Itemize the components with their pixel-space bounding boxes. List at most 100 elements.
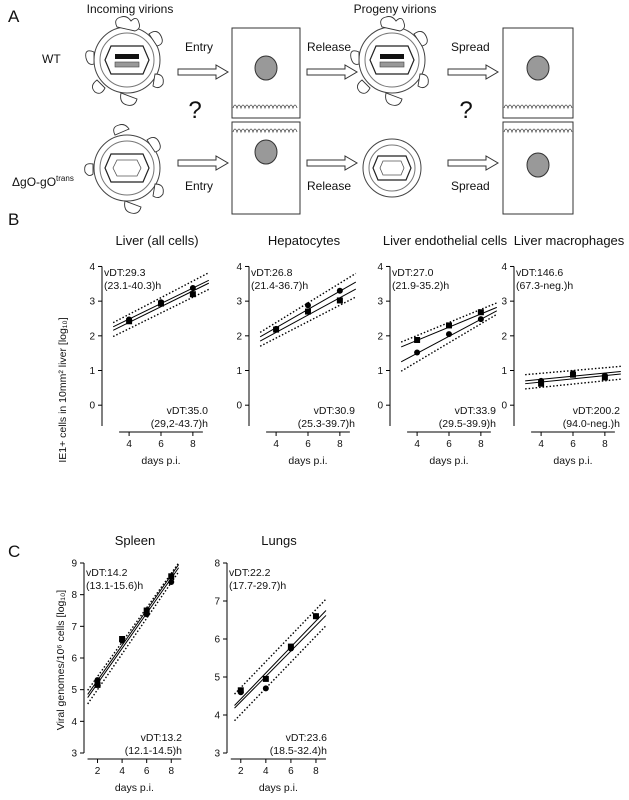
y-tick-label: 1 bbox=[501, 366, 507, 377]
y-tick-label: 1 bbox=[89, 366, 95, 377]
arrow-release-mutant bbox=[306, 155, 358, 171]
release-label-mutant: Release bbox=[307, 179, 351, 193]
panel-b-ylabel: IE1+ cells in 10mm² liver [log₁₀] bbox=[57, 317, 69, 462]
y-tick-label: 2 bbox=[501, 331, 507, 342]
annotation-bottom: vDT:33.9 bbox=[455, 405, 497, 417]
annotation-top: (21.9-35.2)h bbox=[392, 280, 449, 292]
chart-5: Spleen 3 4 5 6 7 8 9 2 4 6 8 days p.i. vDT:14.2(13.1-… bbox=[71, 533, 182, 794]
x-tick-label: 4 bbox=[263, 766, 269, 777]
chart-title: Hepatocytes bbox=[268, 233, 341, 248]
mutant-incoming-virion-icon bbox=[84, 124, 164, 214]
data-point-circle bbox=[262, 685, 269, 692]
release-label-wt: Release bbox=[307, 40, 351, 54]
x-axis-label: days p.i. bbox=[141, 455, 180, 467]
question-mark-left: ? bbox=[188, 97, 201, 124]
y-tick-label: 5 bbox=[71, 685, 77, 696]
regression-line bbox=[234, 615, 327, 709]
x-tick-label: 4 bbox=[273, 439, 279, 450]
y-tick-label: 2 bbox=[236, 331, 242, 342]
y-tick-label: 7 bbox=[214, 597, 220, 608]
data-point-square bbox=[414, 336, 421, 343]
incoming-virions-label: Incoming virions bbox=[87, 2, 174, 16]
chart-6: Lungs 3 4 5 6 7 8 2 4 6 8 days p.i. vDT:22.2(17.7-29… bbox=[214, 533, 327, 794]
x-tick-label: 6 bbox=[570, 439, 576, 450]
confidence-band-line bbox=[112, 288, 210, 338]
x-tick-label: 6 bbox=[158, 439, 164, 450]
x-axis-label: days p.i. bbox=[288, 455, 327, 467]
data-point-square bbox=[94, 681, 101, 688]
y-tick-label: 2 bbox=[377, 331, 383, 342]
x-tick-label: 6 bbox=[305, 439, 311, 450]
annotation-bottom: (29,2-43.7)h bbox=[151, 418, 208, 430]
y-tick-label: 3 bbox=[89, 297, 95, 308]
annotation-top: vDT:27.0 bbox=[392, 267, 434, 279]
data-point-square bbox=[126, 318, 133, 325]
data-point-circle bbox=[477, 316, 484, 323]
annotation-top: vDT:26.8 bbox=[251, 267, 293, 279]
arrow-spread-mutant bbox=[447, 155, 499, 171]
x-axis-label: days p.i. bbox=[553, 455, 592, 467]
chart-title: Liver (all cells) bbox=[115, 233, 198, 248]
panel-a-label: A bbox=[8, 7, 20, 26]
data-point-square bbox=[237, 687, 244, 694]
spread-label-wt: Spread bbox=[451, 40, 490, 54]
y-tick-label: 3 bbox=[214, 749, 220, 760]
regression-line bbox=[234, 610, 327, 706]
spread-label-mutant: Spread bbox=[451, 179, 490, 193]
annotation-top: vDT:146.6 bbox=[516, 267, 563, 279]
data-point-square bbox=[569, 371, 576, 378]
y-tick-label: 7 bbox=[71, 622, 77, 633]
arrow-spread-wt bbox=[447, 64, 499, 80]
annotation-bottom: (29.5-39.9)h bbox=[439, 418, 496, 430]
annotation-bottom: (12.1-14.5)h bbox=[125, 745, 182, 757]
y-tick-label: 1 bbox=[377, 366, 383, 377]
confidence-band-line bbox=[87, 571, 180, 705]
data-point-square bbox=[168, 573, 175, 580]
chart-title: Liver macrophages bbox=[514, 233, 625, 248]
panel-c-ylabel: Viral genomes/10⁶ cells [log₁₀] bbox=[55, 590, 67, 731]
y-tick-label: 3 bbox=[71, 749, 77, 760]
data-point-square bbox=[304, 308, 311, 315]
data-point-circle bbox=[189, 284, 196, 291]
data-point-square bbox=[477, 309, 484, 316]
chart-2: Hepatocytes 0 1 2 3 4 4 6 8 days p.i. vDT:26.8(21.… bbox=[236, 233, 357, 467]
y-tick-label: 8 bbox=[214, 559, 220, 570]
x-tick-label: 4 bbox=[538, 439, 544, 450]
annotation-top: vDT:14.2 bbox=[86, 567, 128, 579]
annotation-bottom: (94.0-neg.)h bbox=[563, 418, 620, 430]
wt-progeny-virion-icon bbox=[350, 16, 429, 106]
chart-title: Lungs bbox=[261, 533, 297, 548]
progeny-virions-label: Progeny virions bbox=[354, 2, 437, 16]
confidence-band-line bbox=[234, 625, 327, 722]
x-tick-label: 2 bbox=[95, 766, 101, 777]
cell-wt-infected bbox=[231, 27, 301, 119]
x-tick-label: 2 bbox=[238, 766, 244, 777]
data-point-circle bbox=[168, 579, 175, 585]
annotation-bottom: vDT:23.6 bbox=[286, 732, 328, 744]
x-tick-label: 8 bbox=[168, 766, 174, 777]
x-tick-label: 4 bbox=[414, 439, 420, 450]
y-tick-label: 2 bbox=[89, 331, 95, 342]
x-tick-label: 8 bbox=[602, 439, 608, 450]
cell-mutant-neighbour bbox=[502, 121, 574, 215]
data-point-square bbox=[538, 380, 545, 387]
x-tick-label: 6 bbox=[288, 766, 294, 777]
x-tick-label: 4 bbox=[126, 439, 132, 450]
annotation-top: (17.7-29.7)h bbox=[229, 580, 286, 592]
y-tick-label: 0 bbox=[501, 401, 507, 412]
charts: Liver (all cells) 0 1 2 3 4 4 6 8 days p.i. vDT:29… bbox=[71, 233, 624, 794]
data-point-square bbox=[312, 613, 319, 620]
wt-incoming-virion-icon bbox=[85, 16, 164, 106]
panel-a: A Incoming virions Progeny virions WT Δg… bbox=[8, 2, 574, 215]
data-point-circle bbox=[304, 302, 311, 309]
cell-wt-neighbour bbox=[502, 27, 574, 119]
wt-label: WT bbox=[42, 52, 61, 66]
confidence-band-line bbox=[259, 296, 357, 347]
panel-c-label: C bbox=[8, 542, 20, 561]
y-tick-label: 9 bbox=[71, 559, 77, 570]
chart-4: Liver macrophages 0 1 2 3 4 4 6 8 days p.i. vDT:14… bbox=[501, 233, 624, 467]
x-tick-label: 8 bbox=[337, 439, 343, 450]
data-point-square bbox=[336, 297, 343, 304]
y-tick-label: 4 bbox=[214, 711, 220, 722]
